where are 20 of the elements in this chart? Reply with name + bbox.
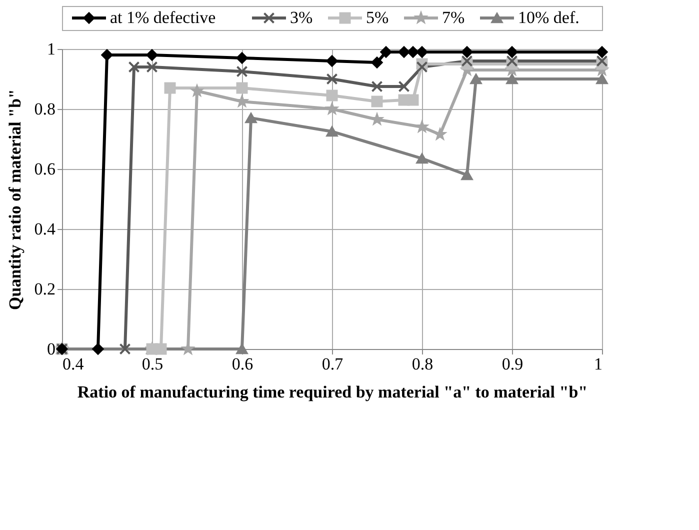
legend-label: 5% — [366, 8, 389, 27]
x-tick-label: 0.7 — [322, 354, 344, 374]
x-tick-label: 0.9 — [502, 354, 524, 374]
y-tick-label: 0.6 — [34, 160, 56, 178]
x-tick-label: 0.8 — [412, 354, 434, 374]
y-tick-label: 0.4 — [34, 220, 56, 238]
y-tick-label: 0.8 — [34, 100, 56, 118]
y-axis-title: Quantity ratio of material "b" — [5, 89, 24, 310]
x-axis-title: Ratio of manufacturing time required by material "a" to material "b" — [77, 382, 588, 402]
x-tick-label: 0.4 — [62, 354, 84, 374]
legend-label: 10% def. — [518, 8, 580, 27]
y-tick-label: 0 — [47, 340, 56, 358]
x-tick-label: 0.5 — [142, 354, 164, 374]
x-tick-label: 0.6 — [232, 354, 254, 374]
y-tick-label: 1 — [47, 40, 56, 58]
legend-label: 7% — [442, 8, 465, 27]
legend-label: at 1% defective — [110, 8, 216, 27]
y-tick-label: 0.2 — [34, 280, 56, 298]
x-tick-label: 1 — [594, 354, 602, 374]
legend-label: 3% — [290, 8, 313, 27]
